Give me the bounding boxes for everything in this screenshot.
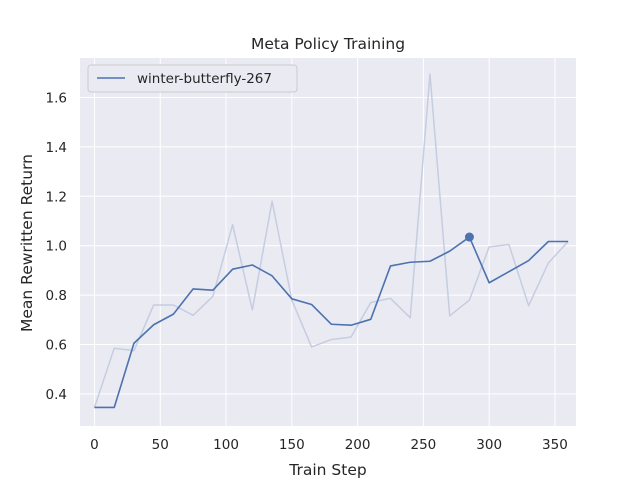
x-tick-label: 300 <box>476 437 502 453</box>
y-tick-label: 0.8 <box>46 288 67 304</box>
x-tick-label: 50 <box>152 437 169 453</box>
x-tick-label: 250 <box>410 437 436 453</box>
y-tick-label: 1.0 <box>46 239 67 255</box>
x-tick-labels: 0 50 100 150 200 250 300 350 <box>90 437 568 453</box>
legend-label: winter-butterfly-267 <box>137 71 272 87</box>
legend-box <box>87 64 298 93</box>
x-tick-label: 100 <box>213 437 239 453</box>
y-tick-label: 0.4 <box>46 387 67 403</box>
y-tick-label: 1.2 <box>46 189 67 205</box>
x-tick-label: 150 <box>279 437 305 453</box>
y-axis-label: Mean Rewritten Return <box>18 154 36 332</box>
grid-lines <box>80 58 576 426</box>
x-axis-label: Train Step <box>288 461 366 479</box>
highlight-point <box>464 232 474 242</box>
raw-series-line <box>93 73 569 408</box>
legend: winter-butterfly-267 <box>87 64 298 93</box>
y-tick-label: 0.6 <box>46 337 67 353</box>
x-tick-label: 0 <box>90 437 99 453</box>
plot-background <box>80 58 576 426</box>
chart-title: Meta Policy Training <box>251 35 405 53</box>
x-tick-label: 350 <box>542 437 568 453</box>
y-tick-label: 1.4 <box>46 140 67 156</box>
y-tick-label: 1.6 <box>46 91 67 107</box>
y-tick-labels: 0.4 0.6 0.8 1.0 1.2 1.4 1.6 <box>46 91 67 403</box>
x-tick-label: 200 <box>345 437 371 453</box>
smoothed-series-line <box>94 236 569 409</box>
